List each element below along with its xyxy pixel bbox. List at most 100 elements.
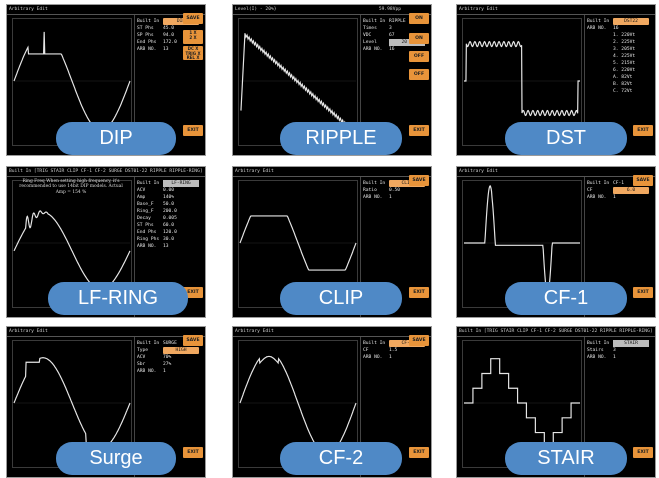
parameter-row[interactable]: Built In RIPPLE (363, 18, 425, 25)
parameter-row[interactable]: Ratio 0.50 (363, 187, 425, 194)
parameter-row[interactable]: 2. 225Vt (587, 39, 649, 46)
parameter-value[interactable]: STAIR (613, 340, 649, 347)
parameter-row[interactable]: A. 82Vt (587, 74, 649, 81)
parameter-row[interactable]: 1. 220Vt (587, 32, 649, 39)
caption-lf-ring: LF-RING (48, 282, 188, 315)
parameter-value: 3. 205Vt (613, 47, 636, 52)
parameter-row[interactable]: VDC 67 (363, 32, 425, 39)
softkey-exit[interactable]: EXIT (633, 447, 653, 458)
parameter-row[interactable]: ARB NO. 1 (587, 194, 649, 201)
panel-title: Arbitrary Edit (7, 5, 205, 15)
parameter-value: 0.005 (163, 216, 177, 221)
softkey-save[interactable]: SAVE (409, 175, 429, 186)
parameter-row[interactable]: Built In DIP (137, 18, 199, 25)
softkey-exit[interactable]: EXIT (409, 287, 429, 298)
parameter-row[interactable]: Built In CF-1 (587, 180, 649, 187)
waveform-svg (239, 33, 357, 132)
parameter-value: 13 (163, 244, 169, 249)
softkey-exit[interactable]: EXIT (183, 447, 203, 458)
parameter-value[interactable]: HIGH (163, 347, 199, 354)
parameter-row[interactable]: 6. 220Vt (587, 67, 649, 74)
parameter-row[interactable]: SP Phs 94.0 (137, 32, 199, 39)
parameter-value: 50.0 (163, 202, 175, 207)
parameter-row[interactable]: 3. 205Vt (587, 46, 649, 53)
parameter-row[interactable]: Stairs 3 (587, 347, 649, 354)
parameter-row[interactable]: CF 6.0 (587, 187, 649, 194)
parameter-name: CF (587, 188, 593, 193)
parameter-row[interactable]: ARB NO. 13 (137, 46, 199, 53)
ring-frequency-note: Ring Freq When setting high frequency, i… (19, 179, 123, 195)
caption-dip: DIP (56, 122, 176, 155)
parameter-row[interactable]: B. 82Vt (587, 81, 649, 88)
parameter-name: Base_F (137, 202, 154, 207)
parameter-row[interactable]: ARB NO. 1 (587, 354, 649, 361)
caption-cf-2: CF-2 (280, 442, 402, 475)
parameter-value: 27% (163, 362, 172, 367)
softkey-save[interactable]: SAVE (183, 335, 203, 346)
parameter-row[interactable]: 5. 215Vt (587, 60, 649, 67)
parameter-value: 1 (163, 369, 166, 374)
parameter-row[interactable]: ARB NO. 1 (363, 194, 425, 201)
parameter-value[interactable]: DIP (163, 18, 199, 25)
parameter-row[interactable]: Base_F 50.0 (137, 201, 199, 208)
parameter-row[interactable]: ARB NO. 16 (363, 46, 425, 53)
parameter-value[interactable]: CF-2 (389, 340, 425, 347)
parameter-row[interactable]: Times 3 (363, 25, 425, 32)
softkey-1-x[interactable]: 1 X 2 X (183, 30, 203, 44)
parameter-row[interactable]: ARB NO. 16 (587, 25, 649, 32)
parameter-row[interactable]: 4. 225Vt (587, 53, 649, 60)
parameter-row[interactable]: Ring_F 200.0 (137, 208, 199, 215)
divider (134, 337, 135, 477)
softkey-exit[interactable]: EXIT (183, 287, 203, 298)
parameter-row[interactable]: Built In CF-2 (363, 340, 425, 347)
parameter-row[interactable]: End Phs 120.0 (137, 229, 199, 236)
softkey-off[interactable]: OFF (409, 51, 429, 62)
softkey-exit[interactable]: EXIT (633, 287, 653, 298)
parameter-value[interactable]: CLIP (389, 180, 425, 187)
parameter-row[interactable]: ARB NO. 1 (137, 368, 199, 375)
softkey-exit[interactable]: EXIT (409, 125, 429, 136)
softkey-save[interactable]: SAVE (183, 13, 203, 24)
waveform-trace (463, 40, 581, 117)
softkey-on[interactable]: ON (409, 33, 429, 44)
parameter-row[interactable]: Sbr 27% (137, 361, 199, 368)
softkey-dc-x[interactable]: DC X TRIG X REL X (183, 46, 203, 60)
parameter-row[interactable]: Type HIGH (137, 347, 199, 354)
parameter-row[interactable]: End Phs 172.0 (137, 39, 199, 46)
parameter-row[interactable]: Built In STAIR (587, 340, 649, 347)
parameter-row[interactable]: ACV 0.00 (137, 187, 199, 194)
softkey-on[interactable]: ON (409, 13, 429, 24)
parameter-row[interactable]: ARB NO. 13 (137, 243, 199, 250)
softkey-exit[interactable]: EXIT (183, 125, 203, 136)
parameter-row[interactable]: ARB NO. 1 (363, 354, 425, 361)
parameter-row[interactable]: Level 20 % (363, 39, 425, 46)
parameter-name: ARB NO. (137, 369, 157, 374)
parameter-value[interactable]: LF-RING (163, 180, 199, 187)
parameter-row[interactable]: Built In CLIP (363, 180, 425, 187)
softkey-save[interactable]: SAVE (409, 335, 429, 346)
parameter-row[interactable]: Built In LF-RING (137, 180, 199, 187)
parameter-value[interactable]: DST22 (613, 18, 649, 25)
parameter-name: ARB NO. (363, 195, 383, 200)
parameter-name: Times (363, 26, 377, 31)
waveform-svg (463, 40, 581, 117)
caption-surge: Surge (56, 442, 176, 475)
parameter-row[interactable]: Decay 0.005 (137, 215, 199, 222)
softkey-off[interactable]: OFF (409, 69, 429, 80)
parameter-row[interactable]: Built In SURGE (137, 340, 199, 347)
softkey-exit[interactable]: EXIT (633, 125, 653, 136)
parameter-row[interactable]: ST Phs 60.0 (137, 222, 199, 229)
parameter-row[interactable]: Amp 140% (137, 194, 199, 201)
softkey-save[interactable]: SAVE (633, 175, 653, 186)
parameter-row[interactable]: Ring Phs 30.0 (137, 236, 199, 243)
parameter-value[interactable]: 20 % (389, 39, 425, 46)
parameter-row[interactable]: C. 72Vt (587, 88, 649, 95)
parameter-row[interactable]: Built In DST22 (587, 18, 649, 25)
softkey-exit[interactable]: EXIT (409, 447, 429, 458)
parameter-value[interactable]: 6.0 (613, 187, 649, 194)
parameter-row[interactable]: CF 1.5 (363, 347, 425, 354)
panel-title: Arbitrary Edit (457, 167, 655, 177)
parameter-value: RIPPLE (389, 19, 406, 24)
parameter-row[interactable]: ST Phs 45.0 (137, 25, 199, 32)
parameter-row[interactable]: ACV 70% (137, 354, 199, 361)
